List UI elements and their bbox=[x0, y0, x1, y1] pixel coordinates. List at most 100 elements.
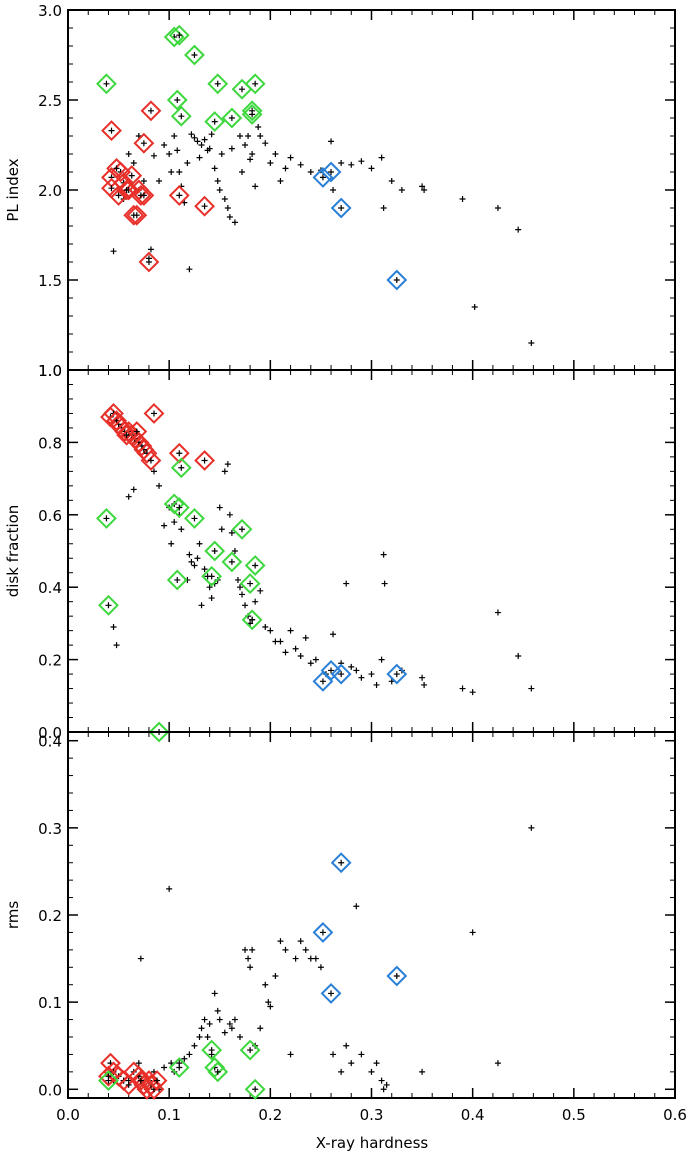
plus-marker bbox=[249, 616, 256, 623]
plus-marker bbox=[171, 519, 178, 526]
plus-marker bbox=[307, 169, 314, 175]
plus-marker bbox=[166, 885, 173, 892]
plus-marker bbox=[214, 1007, 221, 1014]
plus-marker bbox=[125, 493, 132, 500]
plus-marker bbox=[218, 151, 225, 157]
plus-marker bbox=[156, 482, 163, 489]
plus-marker bbox=[201, 457, 208, 464]
x-tick-label: 0.1 bbox=[157, 1106, 181, 1124]
plus-marker bbox=[247, 964, 254, 971]
green-diamond-marker bbox=[207, 1061, 229, 1083]
red-diamond-marker bbox=[130, 184, 152, 206]
x-tick-label: 0.6 bbox=[663, 1106, 687, 1124]
blue-diamond-marker bbox=[312, 166, 334, 188]
plot-frame bbox=[67, 731, 676, 1099]
blue-diamond-marker bbox=[330, 663, 352, 685]
green-diamond-marker bbox=[96, 508, 117, 529]
blue-diamond-marker bbox=[320, 983, 342, 1004]
green-diamond-marker bbox=[98, 594, 119, 616]
plus-marker bbox=[186, 1051, 193, 1058]
panel-1: 1.0 1.5 2.0 2.5 3.0 PL index bbox=[4, 2, 676, 380]
y-axis-label: rms bbox=[4, 901, 22, 930]
plus-marker bbox=[257, 133, 264, 139]
plus-marker bbox=[287, 627, 294, 634]
plus-marker bbox=[221, 196, 228, 202]
plus-marker bbox=[145, 259, 152, 265]
plus-marker bbox=[338, 160, 345, 166]
plus-marker bbox=[528, 340, 535, 346]
blue-diamond-marker bbox=[320, 660, 342, 681]
plus-marker bbox=[191, 134, 198, 141]
plus-marker bbox=[330, 1051, 337, 1058]
plus-marker bbox=[196, 1034, 203, 1040]
plus-marker bbox=[255, 124, 262, 130]
plus-marker bbox=[353, 903, 360, 910]
plus-marker bbox=[150, 152, 157, 159]
plus-marker bbox=[302, 634, 309, 641]
plus-marker bbox=[292, 645, 299, 652]
plus-marker bbox=[113, 642, 120, 649]
plus-marker bbox=[110, 624, 117, 631]
plus-marker bbox=[168, 1060, 175, 1067]
plus-marker bbox=[216, 1016, 223, 1023]
plus-marker bbox=[171, 133, 178, 139]
green-diamond-marker bbox=[184, 44, 205, 66]
plus-marker bbox=[178, 526, 185, 533]
plus-marker bbox=[282, 649, 289, 656]
plus-marker bbox=[282, 946, 289, 953]
plus-marker bbox=[161, 1064, 168, 1071]
plus-marker bbox=[176, 1064, 183, 1071]
plus-marker bbox=[287, 154, 294, 161]
plus-marker bbox=[469, 689, 476, 696]
plus-marker bbox=[184, 160, 191, 166]
green-diamond-marker bbox=[96, 73, 117, 95]
green-diamond-marker bbox=[148, 721, 170, 743]
plus-marker bbox=[421, 187, 428, 193]
plus-marker bbox=[128, 172, 135, 179]
blue-diamond-marker bbox=[330, 197, 352, 219]
red-diamond-marker bbox=[194, 450, 215, 471]
green-diamond-marker bbox=[207, 73, 229, 95]
plus-marker bbox=[378, 656, 385, 663]
plus-marker bbox=[168, 540, 175, 547]
plus-marker bbox=[262, 624, 269, 631]
plus-marker bbox=[312, 656, 319, 663]
red-diamond-marker bbox=[168, 442, 190, 464]
x-tick-label: 0.3 bbox=[360, 1106, 384, 1124]
plus-marker bbox=[358, 158, 365, 165]
plus-marker bbox=[317, 964, 324, 971]
plus-marker bbox=[247, 580, 254, 587]
green-diamond-marker bbox=[231, 518, 253, 540]
red-diamond-marker bbox=[140, 450, 162, 471]
plus-marker bbox=[208, 131, 215, 138]
plus-marker bbox=[265, 999, 272, 1006]
red-diamond-marker bbox=[106, 157, 127, 179]
green-diamond-marker bbox=[239, 573, 261, 594]
plus-marker bbox=[381, 580, 388, 587]
y-tick-label: 1.0 bbox=[38, 362, 62, 380]
red-diamond-marker bbox=[101, 120, 122, 142]
plus-marker bbox=[277, 938, 284, 945]
y-tick-label: 0.1 bbox=[38, 994, 62, 1012]
plus-marker bbox=[378, 1077, 385, 1084]
plus-marker bbox=[231, 219, 238, 226]
plus-marker bbox=[125, 1081, 132, 1088]
plus-marker bbox=[137, 1077, 144, 1084]
plus-marker bbox=[252, 1086, 259, 1093]
y-tick-label: 3.0 bbox=[38, 2, 62, 20]
plus-marker bbox=[226, 1020, 233, 1027]
plus-marker bbox=[206, 584, 213, 591]
plus-marker bbox=[239, 526, 246, 533]
plus-marker bbox=[328, 138, 335, 145]
plus-marker bbox=[236, 584, 243, 591]
blue-diamond-marker bbox=[320, 161, 342, 183]
plus-marker bbox=[166, 151, 173, 157]
plus-marker bbox=[338, 205, 345, 211]
plus-marker bbox=[154, 1077, 161, 1084]
red-diamond-marker bbox=[128, 1065, 150, 1087]
plus-marker bbox=[242, 946, 249, 953]
plus-marker bbox=[267, 1003, 274, 1010]
plus-marker bbox=[115, 192, 122, 199]
plus-marker bbox=[198, 142, 205, 148]
